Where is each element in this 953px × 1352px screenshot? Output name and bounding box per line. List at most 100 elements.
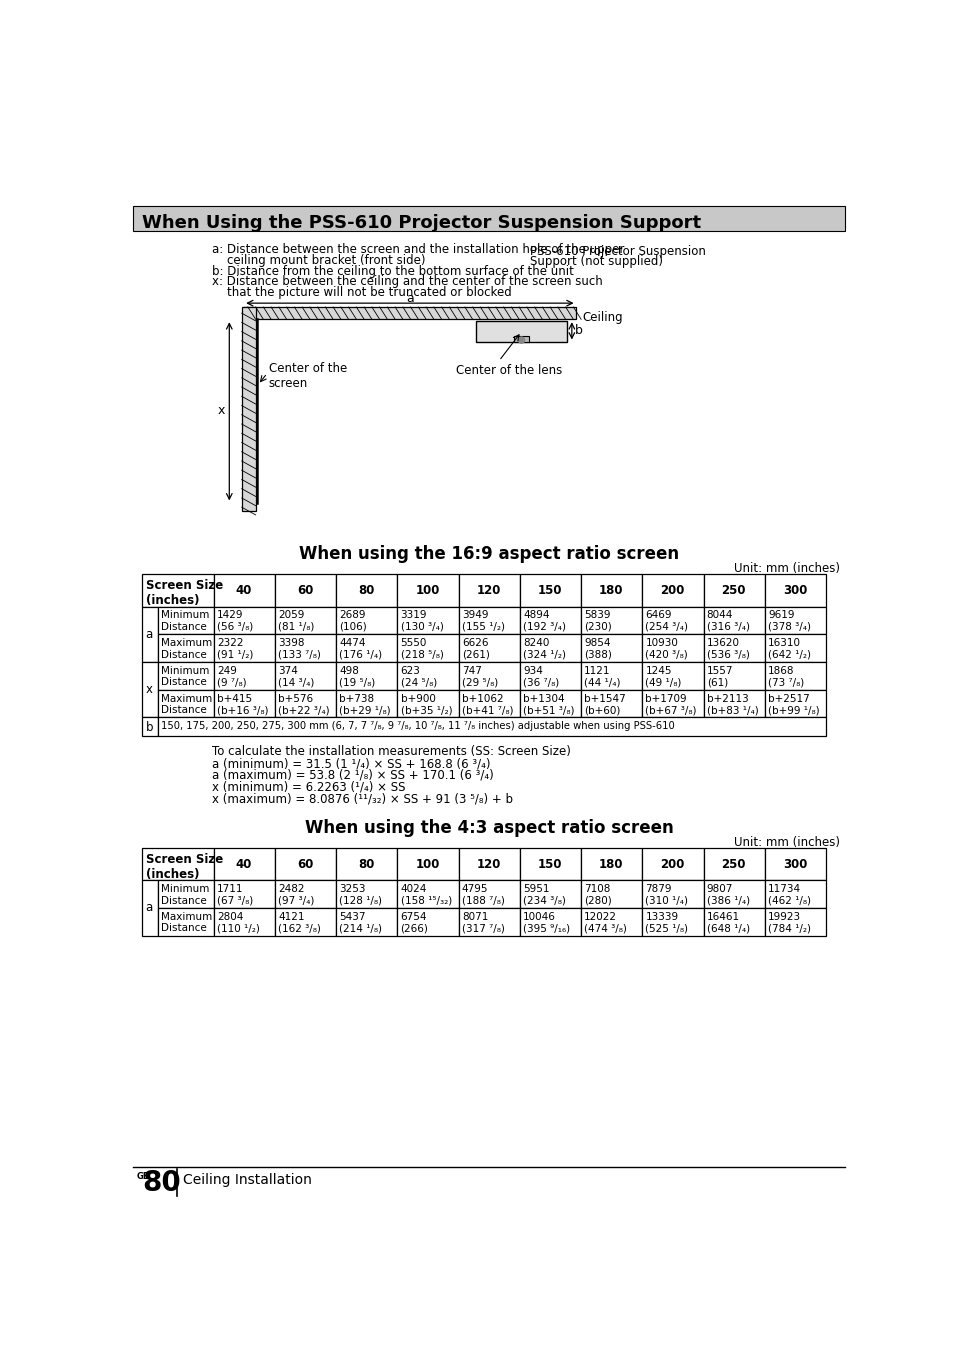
Bar <box>142 575 213 607</box>
Bar <box>764 607 825 634</box>
Text: 8240
(324 ¹/₂): 8240 (324 ¹/₂) <box>522 638 565 660</box>
Bar <box>519 848 580 880</box>
Bar <box>764 848 825 880</box>
Bar <box>641 575 703 607</box>
Text: x (minimum) = 6.2263 (¹/₄) × SS: x (minimum) = 6.2263 (¹/₄) × SS <box>212 781 405 794</box>
Text: 8071
(317 ⁷/₈): 8071 (317 ⁷/₈) <box>461 911 504 933</box>
Bar <box>397 634 458 662</box>
Text: Ceiling Installation: Ceiling Installation <box>183 1174 312 1187</box>
Text: 3949
(155 ¹/₂): 3949 (155 ¹/₂) <box>461 610 504 631</box>
Text: To calculate the installation measurements (SS: Screen Size): To calculate the installation measuremen… <box>212 745 571 758</box>
Text: 9807
(386 ¹/₄): 9807 (386 ¹/₄) <box>706 884 749 906</box>
Bar <box>641 634 703 662</box>
Text: x (maximum) = 8.0876 (¹¹/₃₂) × SS + 91 (3 ⁵/₈) + b: x (maximum) = 8.0876 (¹¹/₃₂) × SS + 91 (… <box>212 792 513 806</box>
Text: 5550
(218 ⁵/₈): 5550 (218 ⁵/₈) <box>400 638 443 660</box>
Bar <box>580 690 641 718</box>
Bar <box>703 880 764 909</box>
Bar <box>158 880 213 909</box>
Text: 12022
(474 ³/₈): 12022 (474 ³/₈) <box>583 911 626 933</box>
Bar <box>142 880 158 936</box>
Text: x: x <box>217 404 224 418</box>
Text: Ceiling: Ceiling <box>582 311 622 324</box>
Text: a (maximum) = 53.8 (2 ¹/₈) × SS + 170.1 (6 ³/₄): a (maximum) = 53.8 (2 ¹/₈) × SS + 170.1 … <box>212 769 494 781</box>
Bar <box>703 909 764 936</box>
Bar <box>397 909 458 936</box>
Circle shape <box>517 337 524 343</box>
Text: When using the 16:9 aspect ratio screen: When using the 16:9 aspect ratio screen <box>298 545 679 562</box>
Text: 16461
(648 ¹/₄): 16461 (648 ¹/₄) <box>706 911 749 933</box>
Bar <box>335 880 397 909</box>
Text: 5437
(214 ¹/₈): 5437 (214 ¹/₈) <box>339 911 382 933</box>
Bar <box>274 880 335 909</box>
Text: b+1062
(b+41 ⁷/₈): b+1062 (b+41 ⁷/₈) <box>461 694 513 715</box>
Text: 200: 200 <box>659 584 684 596</box>
Bar <box>703 662 764 690</box>
Bar <box>764 690 825 718</box>
Text: 100: 100 <box>416 584 439 596</box>
Bar <box>703 634 764 662</box>
Text: PSS-610 Projector Suspension: PSS-610 Projector Suspension <box>530 245 705 258</box>
Text: b+738
(b+29 ¹/₈): b+738 (b+29 ¹/₈) <box>339 694 391 715</box>
Bar <box>476 320 567 342</box>
Text: 6469
(254 ³/₄): 6469 (254 ³/₄) <box>645 610 688 631</box>
Bar <box>213 634 274 662</box>
Text: 5951
(234 ³/₈): 5951 (234 ³/₈) <box>522 884 565 906</box>
Bar <box>397 848 458 880</box>
Bar <box>641 662 703 690</box>
Text: 300: 300 <box>782 857 806 871</box>
Text: a: a <box>146 902 152 914</box>
Text: x: x <box>146 683 152 696</box>
Bar <box>335 607 397 634</box>
Text: 180: 180 <box>598 857 623 871</box>
Bar <box>764 575 825 607</box>
Text: 2322
(91 ¹/₂): 2322 (91 ¹/₂) <box>216 638 253 660</box>
Bar <box>458 607 519 634</box>
Text: 623
(24 ⁵/₈): 623 (24 ⁵/₈) <box>400 665 436 687</box>
Text: b+576
(b+22 ³/₄): b+576 (b+22 ³/₄) <box>278 694 330 715</box>
Text: 2689
(106): 2689 (106) <box>339 610 367 631</box>
Bar <box>458 880 519 909</box>
Text: Minimum
Distance: Minimum Distance <box>161 884 210 906</box>
Bar <box>641 848 703 880</box>
Text: 300: 300 <box>782 584 806 596</box>
Text: Maximum
Distance: Maximum Distance <box>161 638 213 660</box>
Bar <box>335 848 397 880</box>
Text: 10930
(420 ³/₈): 10930 (420 ³/₈) <box>645 638 687 660</box>
Text: b+1304
(b+51 ³/₈): b+1304 (b+51 ³/₈) <box>522 694 574 715</box>
Text: 80: 80 <box>358 857 375 871</box>
Bar <box>397 690 458 718</box>
Text: 200: 200 <box>659 857 684 871</box>
Bar <box>580 848 641 880</box>
Bar <box>580 662 641 690</box>
Bar <box>213 690 274 718</box>
Bar <box>458 909 519 936</box>
Text: Unit: mm (inches): Unit: mm (inches) <box>733 836 840 849</box>
Bar <box>580 607 641 634</box>
Text: 3253
(128 ¹/₈): 3253 (128 ¹/₈) <box>339 884 382 906</box>
Bar <box>274 848 335 880</box>
Text: 747
(29 ⁵/₈): 747 (29 ⁵/₈) <box>461 665 497 687</box>
Text: that the picture will not be truncated or blocked: that the picture will not be truncated o… <box>212 287 512 299</box>
Bar <box>335 575 397 607</box>
Bar <box>243 307 576 319</box>
Text: 4795
(188 ⁷/₈): 4795 (188 ⁷/₈) <box>461 884 504 906</box>
Bar <box>764 909 825 936</box>
Text: Center of the lens: Center of the lens <box>456 364 562 377</box>
Bar <box>241 307 255 511</box>
Bar <box>158 662 213 690</box>
Bar <box>519 634 580 662</box>
Bar <box>158 690 213 718</box>
Text: a: Distance between the screen and the installation hole of the upper: a: Distance between the screen and the i… <box>212 243 624 256</box>
Text: 3398
(133 ⁷/₈): 3398 (133 ⁷/₈) <box>278 638 320 660</box>
Text: 13620
(536 ³/₈): 13620 (536 ³/₈) <box>706 638 749 660</box>
Text: 6626
(261): 6626 (261) <box>461 638 489 660</box>
Text: ceiling mount bracket (front side): ceiling mount bracket (front side) <box>212 254 425 266</box>
Bar <box>641 880 703 909</box>
Text: 1868
(73 ⁷/₈): 1868 (73 ⁷/₈) <box>767 665 803 687</box>
Text: b+2113
(b+83 ¹/₄): b+2113 (b+83 ¹/₄) <box>706 694 758 715</box>
Text: 6754
(266): 6754 (266) <box>400 911 428 933</box>
Bar <box>142 848 213 880</box>
Text: Support (not supplied): Support (not supplied) <box>530 256 662 269</box>
Bar <box>397 575 458 607</box>
Text: Center of the
screen: Center of the screen <box>269 362 347 389</box>
